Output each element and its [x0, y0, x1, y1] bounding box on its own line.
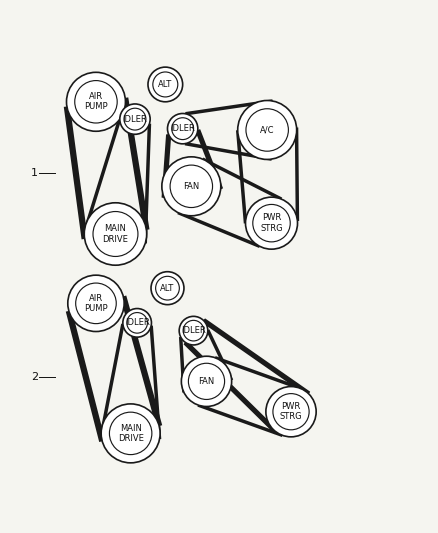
Circle shape	[148, 67, 182, 102]
Text: IDLER: IDLER	[122, 115, 147, 124]
Text: PWR
STRG: PWR STRG	[260, 213, 282, 233]
Text: MAIN
DRIVE: MAIN DRIVE	[117, 424, 143, 443]
Text: IDLER: IDLER	[181, 326, 205, 335]
Circle shape	[265, 386, 315, 437]
Circle shape	[101, 404, 160, 463]
Text: A/C: A/C	[259, 125, 274, 134]
Text: IDLER: IDLER	[170, 124, 194, 133]
Circle shape	[245, 197, 297, 249]
Text: ALT: ALT	[160, 284, 174, 293]
Text: AIR
PUMP: AIR PUMP	[84, 294, 108, 313]
Circle shape	[167, 114, 198, 144]
Circle shape	[67, 275, 124, 332]
Circle shape	[123, 309, 151, 337]
Circle shape	[66, 72, 125, 131]
Circle shape	[120, 104, 150, 134]
Text: IDLER: IDLER	[124, 318, 149, 327]
Text: AIR
PUMP: AIR PUMP	[84, 92, 108, 111]
Circle shape	[84, 203, 146, 265]
Circle shape	[162, 157, 220, 216]
Circle shape	[179, 317, 207, 345]
Text: 2: 2	[31, 372, 38, 382]
Text: ALT: ALT	[158, 80, 172, 89]
Text: PWR
STRG: PWR STRG	[279, 402, 302, 422]
Circle shape	[237, 101, 296, 159]
Text: FAN: FAN	[198, 377, 214, 386]
Text: 1: 1	[31, 168, 38, 179]
Text: FAN: FAN	[183, 182, 199, 191]
Circle shape	[151, 272, 184, 305]
Text: MAIN
DRIVE: MAIN DRIVE	[102, 224, 128, 244]
Circle shape	[181, 356, 231, 407]
